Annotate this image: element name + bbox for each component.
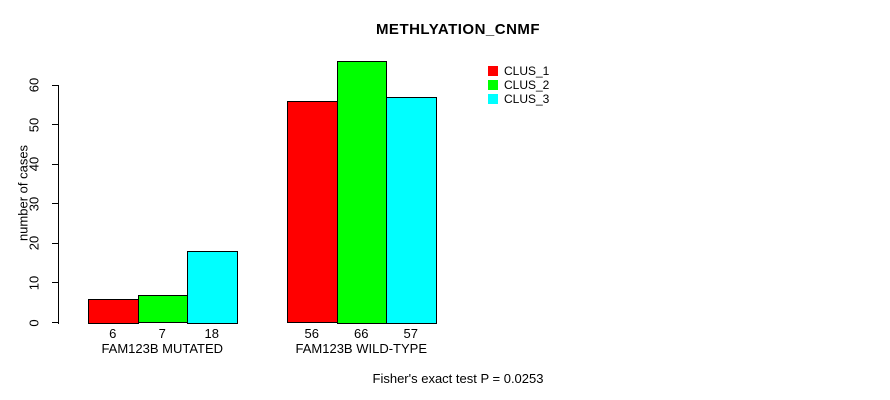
bar-value-label: 6 [109,326,117,341]
x-group-label: FAM123B MUTATED [101,341,224,356]
bar-CLUS_3 [386,96,437,324]
y-tick-label: 50 [26,117,42,132]
legend-item: CLUS_1 [488,64,549,78]
bar-CLUS_3 [187,251,238,324]
legend-swatch-CLUS_3 [488,94,498,104]
legend-label: CLUS_2 [504,78,550,92]
y-tick-label: 10 [26,275,42,291]
bar-CLUS_1 [88,298,139,324]
y-tick-label: 40 [26,156,42,172]
bar-value-label: 7 [158,326,166,341]
y-tick [52,84,59,86]
bar-CLUS_2 [336,61,387,324]
bar-CLUS_1 [287,100,338,324]
y-tick-label: 30 [26,196,42,211]
legend-label: CLUS_3 [504,92,550,106]
y-tick [52,282,59,284]
y-tick [52,124,59,126]
legend-label: CLUS_1 [504,64,550,78]
legend-item: CLUS_2 [488,78,549,92]
bar-CLUS_2 [137,294,188,324]
chart-title: METHLYATION_CNMF [375,21,541,38]
y-tick-label: 0 [26,318,42,327]
x-group-label: FAM123B WILD-TYPE [295,341,427,356]
y-tick [52,322,59,323]
legend-swatch-CLUS_1 [488,66,498,76]
bar-value-label: 66 [354,326,369,341]
y-tick [52,163,59,165]
y-tick [52,203,59,205]
y-tick [52,242,59,244]
legend-swatch-CLUS_2 [488,80,498,90]
bar-value-label: 56 [304,326,319,341]
bar-value-label: 18 [204,326,219,341]
legend-item: CLUS_3 [488,92,549,106]
y-tick-label: 20 [26,236,42,251]
legend: CLUS_1 CLUS_2 CLUS_3 [488,64,549,106]
bar-value-label: 57 [403,326,418,341]
annotation-text: Fisher's exact test P = 0.0253 [372,371,544,386]
y-tick-label: 60 [26,77,42,93]
